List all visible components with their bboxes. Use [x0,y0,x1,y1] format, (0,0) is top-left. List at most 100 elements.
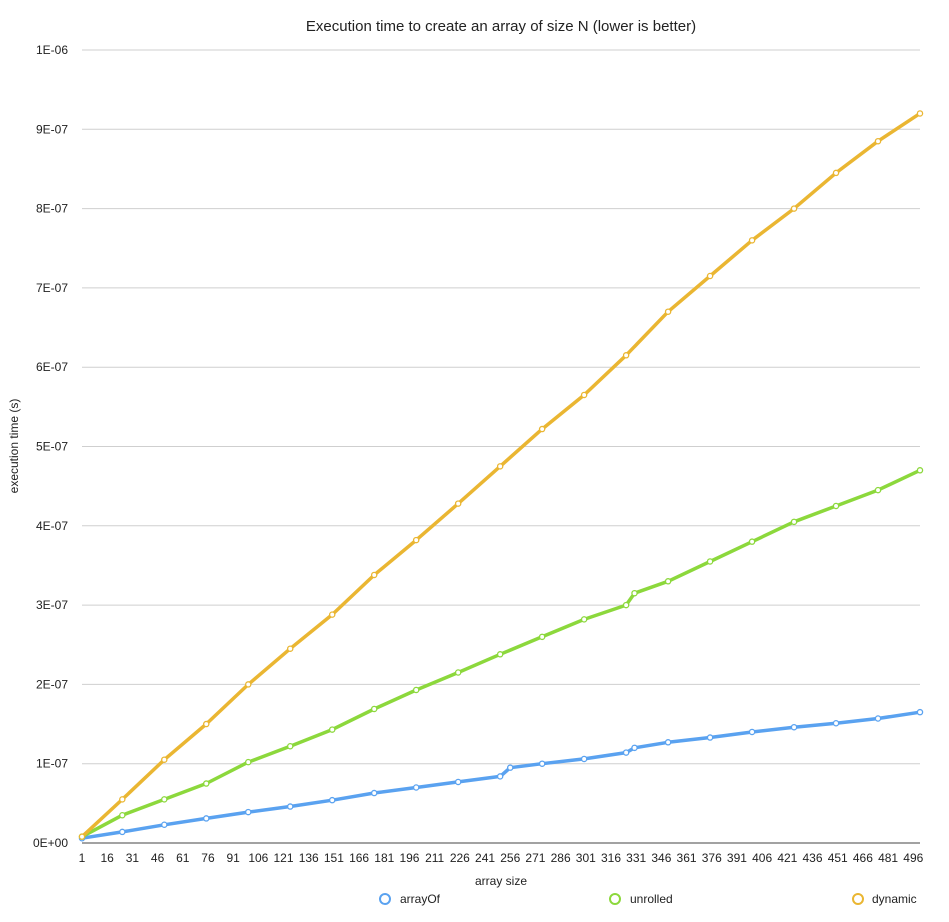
data-point-dynamic [916,110,924,117]
y-tick-label: 8E-07 [36,202,68,216]
legend-label-arrayOf: arrayOf [400,892,441,906]
data-point-arrayOf [286,803,294,810]
data-point-unrolled [580,616,588,623]
data-point-unrolled [832,502,840,510]
x-tick-label: 196 [399,851,419,865]
x-tick-label: 271 [525,851,545,865]
legend-marker-dynamic [852,893,864,905]
data-point-dynamic [245,681,252,688]
data-point-unrolled [161,796,168,803]
x-tick-label: 496 [903,851,923,865]
x-tick-label: 46 [151,851,165,865]
data-point-dynamic [286,645,294,652]
x-tick-label: 436 [803,851,823,865]
data-point-dynamic [874,137,882,145]
x-tick-label: 301 [576,851,596,865]
legend-item-arrayOf: arrayOf [379,892,441,906]
data-point-arrayOf [370,789,378,797]
x-tick-label: 1 [79,851,86,865]
data-point-dynamic [622,352,630,359]
x-tick-label: 226 [450,851,470,865]
y-axis-label: execution time (s) [7,399,21,494]
legend-label-unrolled: unrolled [630,892,673,906]
data-point-unrolled [203,780,210,787]
x-tick-label: 406 [752,851,772,865]
x-tick-label: 286 [551,851,571,865]
series-arrayOf [78,708,924,842]
data-point-arrayOf [706,734,714,741]
x-tick-label: 421 [777,851,797,865]
y-tick-label: 7E-07 [36,281,68,295]
data-point-dynamic [78,833,86,840]
x-tick-label: 61 [176,851,190,865]
x-tick-label: 16 [101,851,115,865]
x-tick-label: 256 [500,851,520,865]
data-point-arrayOf [412,784,420,791]
data-point-unrolled [119,811,126,819]
x-tick-label: 376 [702,851,722,865]
x-tick-label: 211 [425,851,444,865]
x-tick-label: 481 [878,851,898,865]
x-tick-label: 121 [274,851,294,865]
x-tick-label: 466 [853,851,873,865]
data-point-unrolled [538,633,546,641]
y-axis-ticks: 0E+00 1E-07 2E-07 3E-07 4E-07 5E-07 6E-07 7E-07… [33,43,68,850]
data-point-unrolled [916,467,924,474]
legend-item-unrolled: unrolled [609,892,673,906]
x-tick-label: 241 [475,851,495,865]
data-point-unrolled [245,758,252,766]
y-tick-label: 6E-07 [36,360,68,374]
data-point-dynamic [370,571,378,579]
x-tick-label: 331 [626,851,646,865]
legend-marker-arrayOf [379,893,391,905]
data-point-arrayOf [496,773,504,780]
x-tick-label: 181 [374,851,394,865]
data-point-unrolled [454,669,462,676]
legend: arrayOf unrolled dynamic [379,892,917,906]
x-axis-label: array size [475,874,527,888]
data-point-arrayOf [119,828,126,836]
data-point-arrayOf [832,720,840,727]
y-tick-label: 1E-07 [36,757,68,771]
data-point-arrayOf [506,764,514,771]
chart-title: Execution time to create an array of siz… [306,18,696,35]
data-point-arrayOf [874,715,882,722]
data-point-arrayOf [328,796,336,804]
y-tick-label: 9E-07 [36,122,68,136]
data-point-arrayOf [203,815,210,822]
x-tick-label: 391 [727,851,747,865]
y-tick-label: 4E-07 [36,519,68,533]
data-point-dynamic [664,308,672,315]
x-tick-label: 106 [248,851,268,865]
data-point-arrayOf [622,749,630,756]
data-point-dynamic [832,169,840,177]
y-tick-label: 0E+00 [33,836,68,850]
data-point-arrayOf [916,708,924,716]
data-point-arrayOf [664,739,672,746]
data-point-dynamic [748,237,756,244]
data-point-arrayOf [245,808,252,816]
data-point-unrolled [874,486,882,494]
x-tick-label: 451 [828,851,848,865]
x-tick-label: 31 [126,851,140,865]
legend-label-dynamic: dynamic [872,892,917,906]
data-point-arrayOf [161,821,168,829]
data-point-unrolled [790,518,798,526]
data-point-unrolled [412,686,420,694]
x-tick-label: 346 [651,851,671,865]
gridlines [82,49,920,765]
legend-item-dynamic: dynamic [852,892,917,906]
series-dynamic [78,110,924,840]
data-point-arrayOf [748,728,756,736]
data-point-unrolled [706,558,714,565]
data-point-unrolled [664,578,672,585]
x-tick-label: 166 [349,851,369,865]
y-tick-label: 3E-07 [36,598,68,612]
data-point-arrayOf [631,744,638,752]
x-tick-label: 91 [226,851,240,865]
data-point-dynamic [328,611,336,618]
x-tick-label: 316 [601,851,621,865]
data-point-dynamic [454,500,462,507]
series-unrolled [78,467,924,840]
